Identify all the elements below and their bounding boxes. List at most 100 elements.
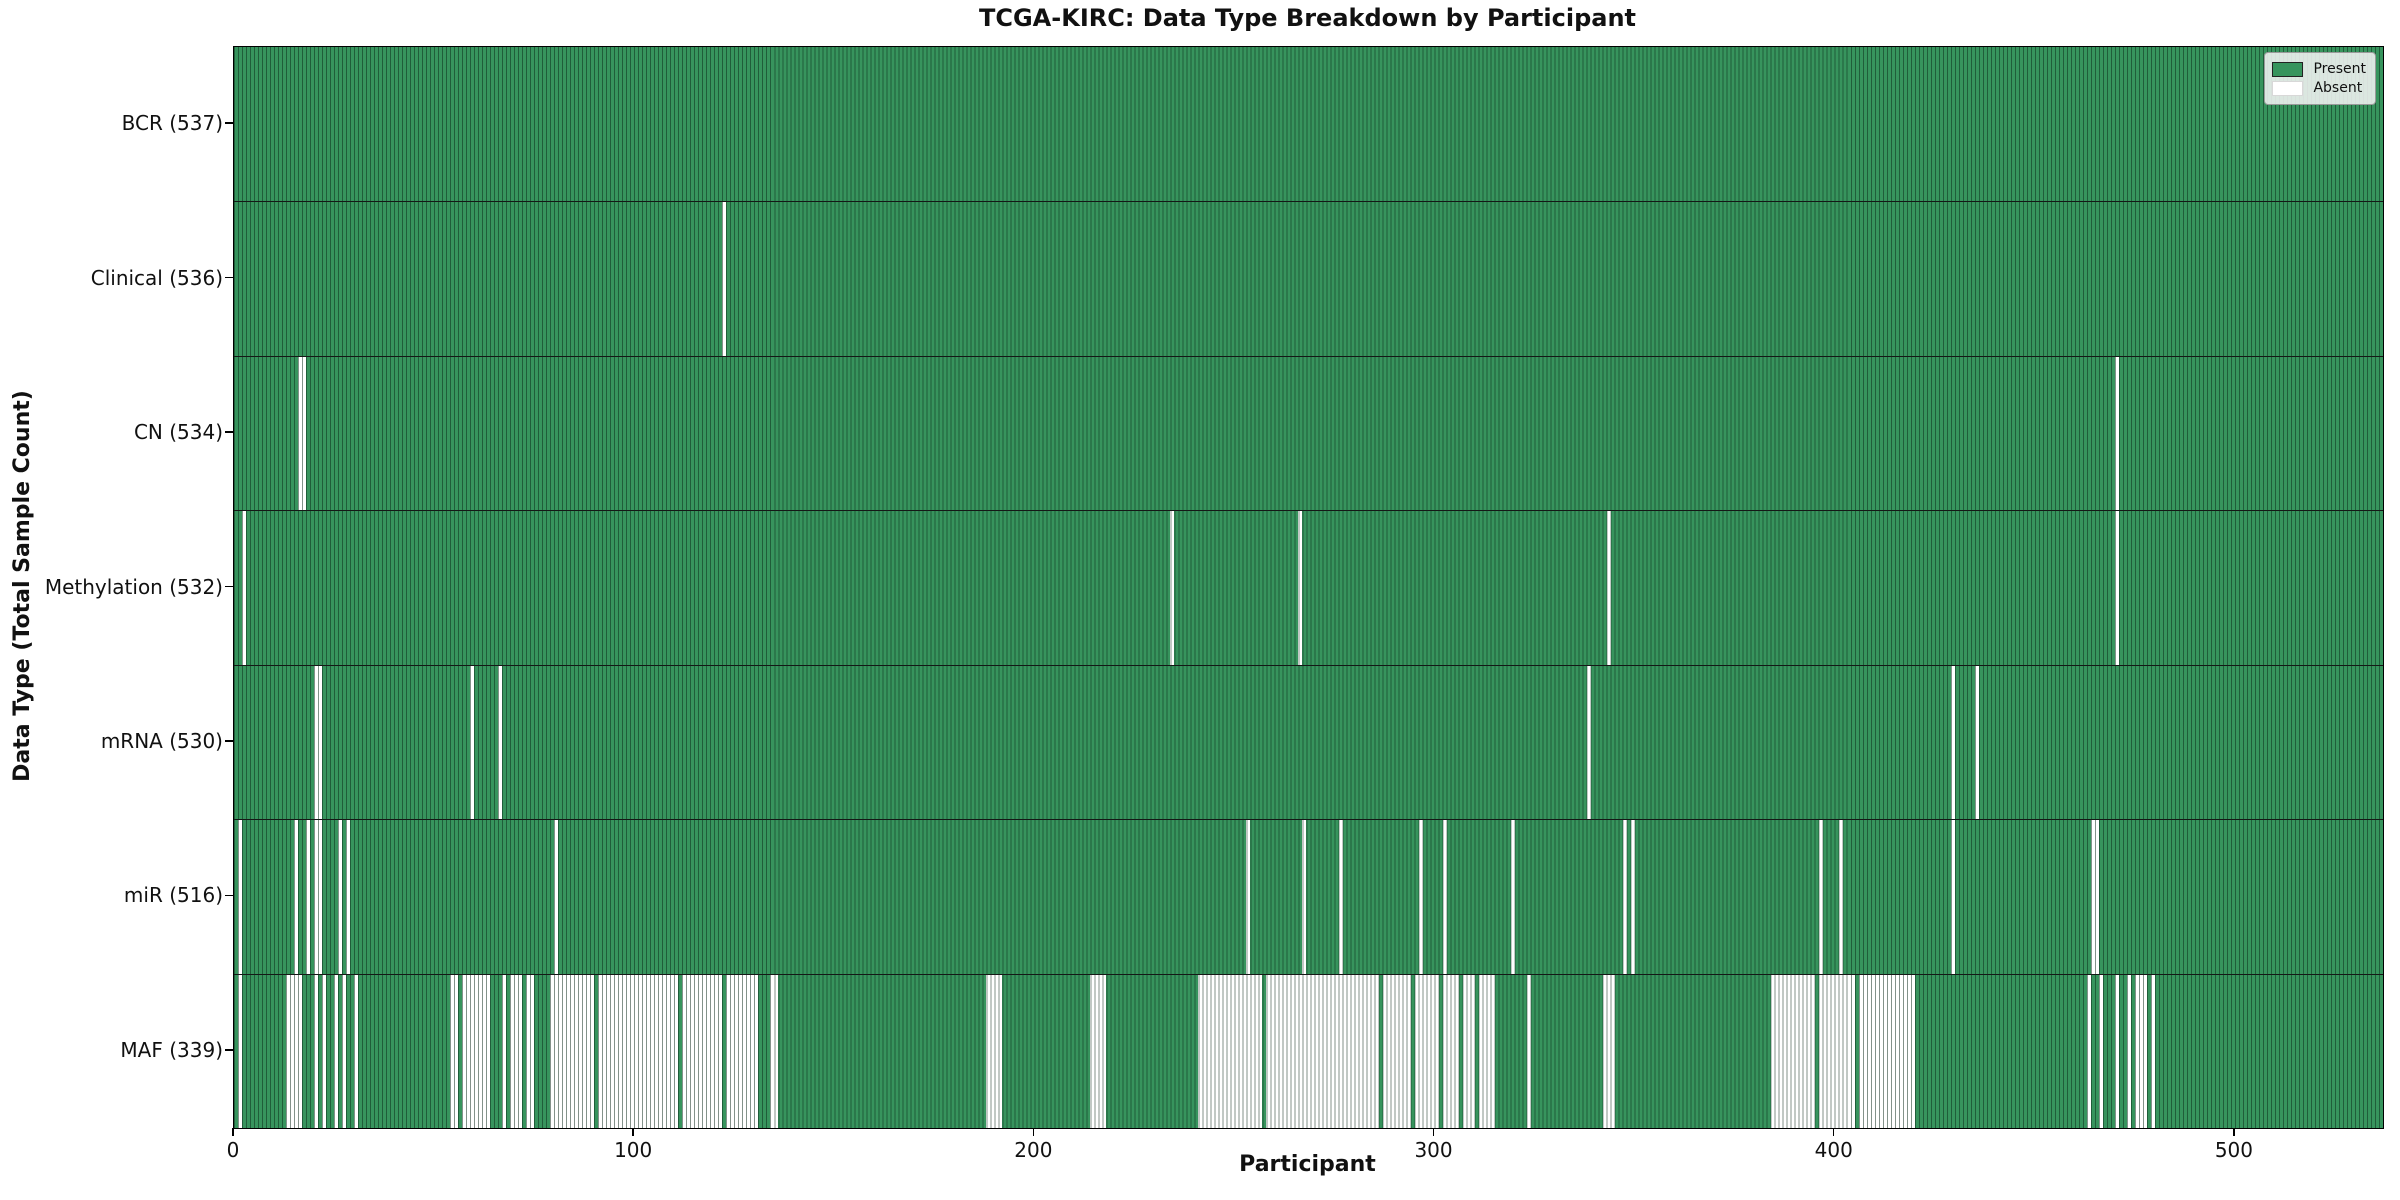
x-tick-mark xyxy=(1032,1128,1035,1136)
absent-strip xyxy=(1442,974,1459,1128)
absent-strip xyxy=(294,820,299,974)
y-tick-label: Clinical (536) xyxy=(90,265,223,290)
absent-strip xyxy=(770,974,779,1128)
absent-strip xyxy=(1602,974,1615,1128)
y-tick-label: miR (516) xyxy=(123,883,223,908)
absent-strip xyxy=(1090,974,1107,1128)
plot-area: Present Absent xyxy=(233,46,2384,1129)
data-row-methylation xyxy=(234,510,2383,665)
y-tick-label: mRNA (530) xyxy=(100,728,223,753)
absent-strip xyxy=(1950,820,1955,974)
absent-strip xyxy=(1298,511,1303,665)
absent-strip xyxy=(1382,974,1411,1128)
y-axis-label: Data Type (Total Sample Count) xyxy=(10,390,35,782)
absent-strip xyxy=(450,974,459,1128)
absent-strip xyxy=(242,511,246,665)
absent-strip xyxy=(2086,974,2091,1128)
absent-strip xyxy=(1950,665,1955,820)
absent-strip xyxy=(1338,820,1343,974)
absent-strip xyxy=(986,974,1003,1128)
absent-strip xyxy=(1818,974,1855,1128)
absent-strip xyxy=(498,665,503,820)
absent-strip xyxy=(470,665,475,820)
absent-strip xyxy=(1462,974,1475,1128)
data-row-cn xyxy=(234,355,2383,511)
chart-title: TCGA-KIRC: Data Type Breakdown by Partic… xyxy=(979,4,1636,32)
absent-strip xyxy=(1526,974,1531,1128)
absent-strip xyxy=(550,974,595,1128)
absent-strip xyxy=(338,820,343,974)
y-tick-label: Methylation (532) xyxy=(44,574,223,599)
data-row-bcr xyxy=(234,47,2383,202)
absent-strip xyxy=(238,974,242,1128)
absent-strip xyxy=(334,974,339,1128)
absent-strip xyxy=(1510,820,1515,974)
absent-strip xyxy=(1858,974,1915,1128)
data-row-maf xyxy=(234,973,2383,1128)
legend-item-absent: Absent xyxy=(2272,80,2366,96)
absent-strip xyxy=(342,974,347,1128)
absent-strip xyxy=(2098,974,2103,1128)
absent-strip xyxy=(2114,511,2119,665)
y-tick-mark xyxy=(225,431,233,433)
absent-strip xyxy=(2114,356,2119,511)
x-tick-mark xyxy=(2233,1128,2235,1136)
legend-label: Absent xyxy=(2313,80,2363,96)
y-tick-mark xyxy=(225,894,233,897)
absent-strip xyxy=(2090,820,2099,974)
absent-strip xyxy=(2114,974,2119,1128)
absent-strip xyxy=(1974,665,1979,820)
y-tick-label: MAF (339) xyxy=(120,1037,223,1062)
absent-strip xyxy=(1622,820,1627,974)
absent-strip xyxy=(726,974,759,1128)
absent-strip xyxy=(682,974,723,1128)
absent-strip xyxy=(1586,665,1591,820)
absent-strip xyxy=(1630,820,1635,974)
absent-strip xyxy=(354,974,359,1128)
y-tick-mark xyxy=(225,740,233,742)
absent-strip xyxy=(554,820,559,974)
data-row-clinical xyxy=(234,201,2383,356)
absent-strip xyxy=(510,974,523,1128)
absent-strip xyxy=(346,820,351,974)
y-tick-mark xyxy=(225,122,233,124)
x-tick-mark xyxy=(1432,1128,1435,1136)
legend: Present Absent xyxy=(2264,52,2376,105)
absent-strip xyxy=(314,974,319,1128)
absent-strip xyxy=(286,974,303,1128)
absent-strip xyxy=(1838,820,1843,974)
x-tick-label: 300 xyxy=(1414,1138,1453,1162)
absent-strip xyxy=(306,820,311,974)
legend-label: Present xyxy=(2313,61,2366,77)
x-tick-label: 100 xyxy=(614,1138,653,1162)
absent-strip xyxy=(314,665,323,820)
absent-strip xyxy=(298,356,307,511)
y-tick-label: CN (534) xyxy=(133,420,223,445)
absent-strip xyxy=(1414,974,1439,1128)
absent-strip xyxy=(314,820,323,974)
x-tick-mark xyxy=(632,1128,634,1136)
x-tick-label: 500 xyxy=(2214,1138,2254,1162)
x-tick-mark xyxy=(1832,1128,1835,1136)
x-tick-label: 0 xyxy=(226,1138,240,1162)
x-tick-mark xyxy=(232,1128,234,1136)
present-swatch-icon xyxy=(2272,61,2304,77)
y-tick-mark xyxy=(225,585,233,588)
absent-strip xyxy=(1606,511,1611,665)
absent-strip xyxy=(1418,820,1423,974)
absent-strip xyxy=(322,974,327,1128)
x-tick-label: 200 xyxy=(1014,1138,1053,1162)
absent-strip xyxy=(2134,974,2147,1128)
y-tick-mark xyxy=(225,1049,233,1051)
absent-strip xyxy=(1198,974,1263,1128)
absent-strip xyxy=(238,820,242,974)
data-row-mrna xyxy=(234,664,2383,820)
absent-strip xyxy=(1478,974,1495,1128)
absent-strip xyxy=(1246,820,1251,974)
absent-strip xyxy=(598,974,679,1128)
x-axis-label: Participant xyxy=(1239,1152,1376,1177)
absent-strip xyxy=(1770,974,1815,1128)
absent-strip xyxy=(502,974,507,1128)
absent-strip xyxy=(1266,974,1379,1128)
